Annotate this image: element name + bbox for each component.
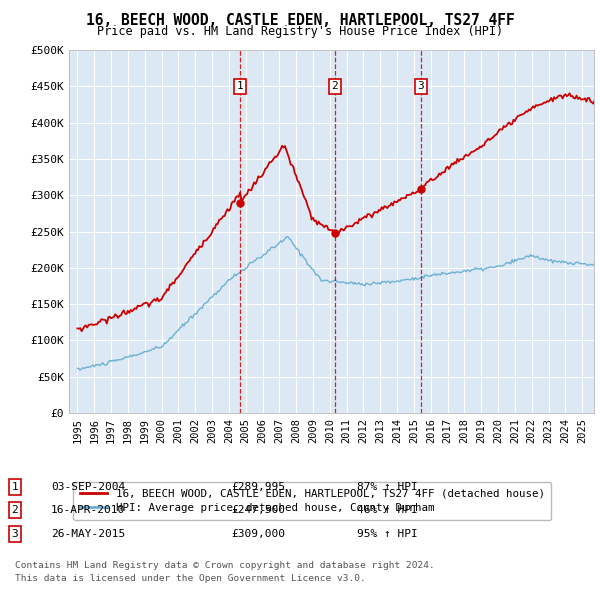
Text: Contains HM Land Registry data © Crown copyright and database right 2024.: Contains HM Land Registry data © Crown c… [15,560,435,569]
Text: 95% ↑ HPI: 95% ↑ HPI [357,529,418,539]
Text: 03-SEP-2004: 03-SEP-2004 [51,482,125,491]
Text: £309,000: £309,000 [231,529,285,539]
Text: 1: 1 [11,482,19,491]
Text: 16-APR-2010: 16-APR-2010 [51,506,125,515]
Text: 3: 3 [418,81,424,91]
Text: 46% ↑ HPI: 46% ↑ HPI [357,506,418,515]
Text: 26-MAY-2015: 26-MAY-2015 [51,529,125,539]
Text: 2: 2 [11,506,19,515]
Text: 2: 2 [331,81,338,91]
Text: £247,500: £247,500 [231,506,285,515]
Legend: 16, BEECH WOOD, CASTLE EDEN, HARTLEPOOL, TS27 4FF (detached house), HPI: Average: 16, BEECH WOOD, CASTLE EDEN, HARTLEPOOL,… [73,482,551,520]
Text: Price paid vs. HM Land Registry's House Price Index (HPI): Price paid vs. HM Land Registry's House … [97,25,503,38]
Text: 16, BEECH WOOD, CASTLE EDEN, HARTLEPOOL, TS27 4FF: 16, BEECH WOOD, CASTLE EDEN, HARTLEPOOL,… [86,13,514,28]
Text: £289,995: £289,995 [231,482,285,491]
Text: This data is licensed under the Open Government Licence v3.0.: This data is licensed under the Open Gov… [15,574,366,583]
Text: 1: 1 [237,81,244,91]
Text: 87% ↑ HPI: 87% ↑ HPI [357,482,418,491]
Text: 3: 3 [11,529,19,539]
